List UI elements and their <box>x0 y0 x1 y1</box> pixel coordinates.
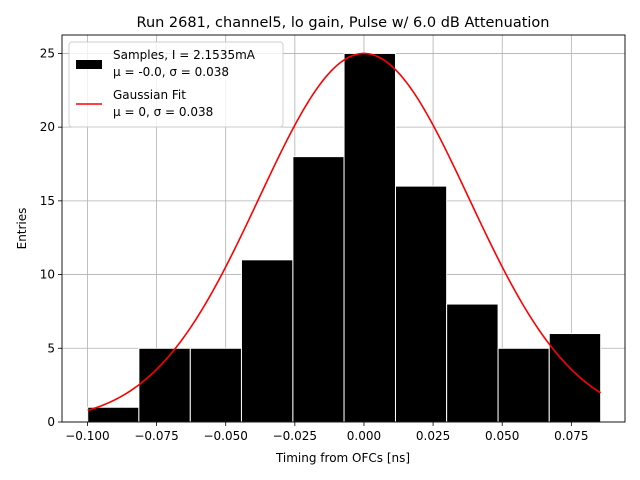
histogram-bar <box>497 347 550 423</box>
x-tick-label: −0.075 <box>134 429 178 443</box>
histogram-bars <box>87 52 602 423</box>
y-tick-label: 25 <box>40 46 55 60</box>
x-axis-label: Timing from OFCs [ns] <box>275 451 410 465</box>
legend-samples-swatch <box>76 60 102 69</box>
chart-title: Run 2681, channel5, lo gain, Pulse w/ 6.… <box>137 15 550 31</box>
histogram-bar <box>394 185 448 423</box>
y-axis-label: Entries <box>15 208 29 250</box>
legend-fit-label-line1: Gaussian Fit <box>113 88 186 102</box>
histogram-bar <box>343 52 396 423</box>
x-tick-label: −0.050 <box>203 429 247 443</box>
gaussian-fit-line <box>87 52 602 412</box>
y-axis: 0 5 10 15 20 25 <box>40 46 62 429</box>
legend-samples-label-line1: Samples, I = 2.1535mA <box>113 48 256 62</box>
legend: Samples, I = 2.1535mA μ = -0.0, σ = 0.03… <box>68 41 284 128</box>
x-tick-label: 0.075 <box>554 429 588 443</box>
histogram-bar <box>446 303 499 423</box>
y-tick-label: 0 <box>47 415 55 429</box>
x-tick-label: 0.025 <box>416 429 450 443</box>
histogram-bar <box>87 406 140 423</box>
y-tick-label: 5 <box>47 341 55 355</box>
legend-fit-label-line2: μ = 0, σ = 0.038 <box>113 105 213 119</box>
legend-box <box>68 41 284 128</box>
y-tick-label: 20 <box>40 120 55 134</box>
histogram-bar <box>189 347 242 423</box>
y-tick-label: 15 <box>40 194 55 208</box>
x-axis: −0.100 −0.075 −0.050 −0.025 0.000 0.025 0.050 0… <box>65 422 589 443</box>
histogram-bar <box>292 156 345 423</box>
x-tick-label: 0.000 <box>347 429 381 443</box>
histogram-bar <box>548 333 602 423</box>
histogram-bar <box>240 259 294 423</box>
x-tick-label: 0.050 <box>485 429 519 443</box>
y-tick-label: 10 <box>40 268 55 282</box>
x-tick-label: −0.100 <box>65 429 109 443</box>
legend-samples-label-line2: μ = -0.0, σ = 0.038 <box>113 65 229 79</box>
histogram-bar <box>138 347 191 423</box>
plot-area-frame <box>61 34 626 423</box>
x-tick-label: −0.025 <box>273 429 317 443</box>
